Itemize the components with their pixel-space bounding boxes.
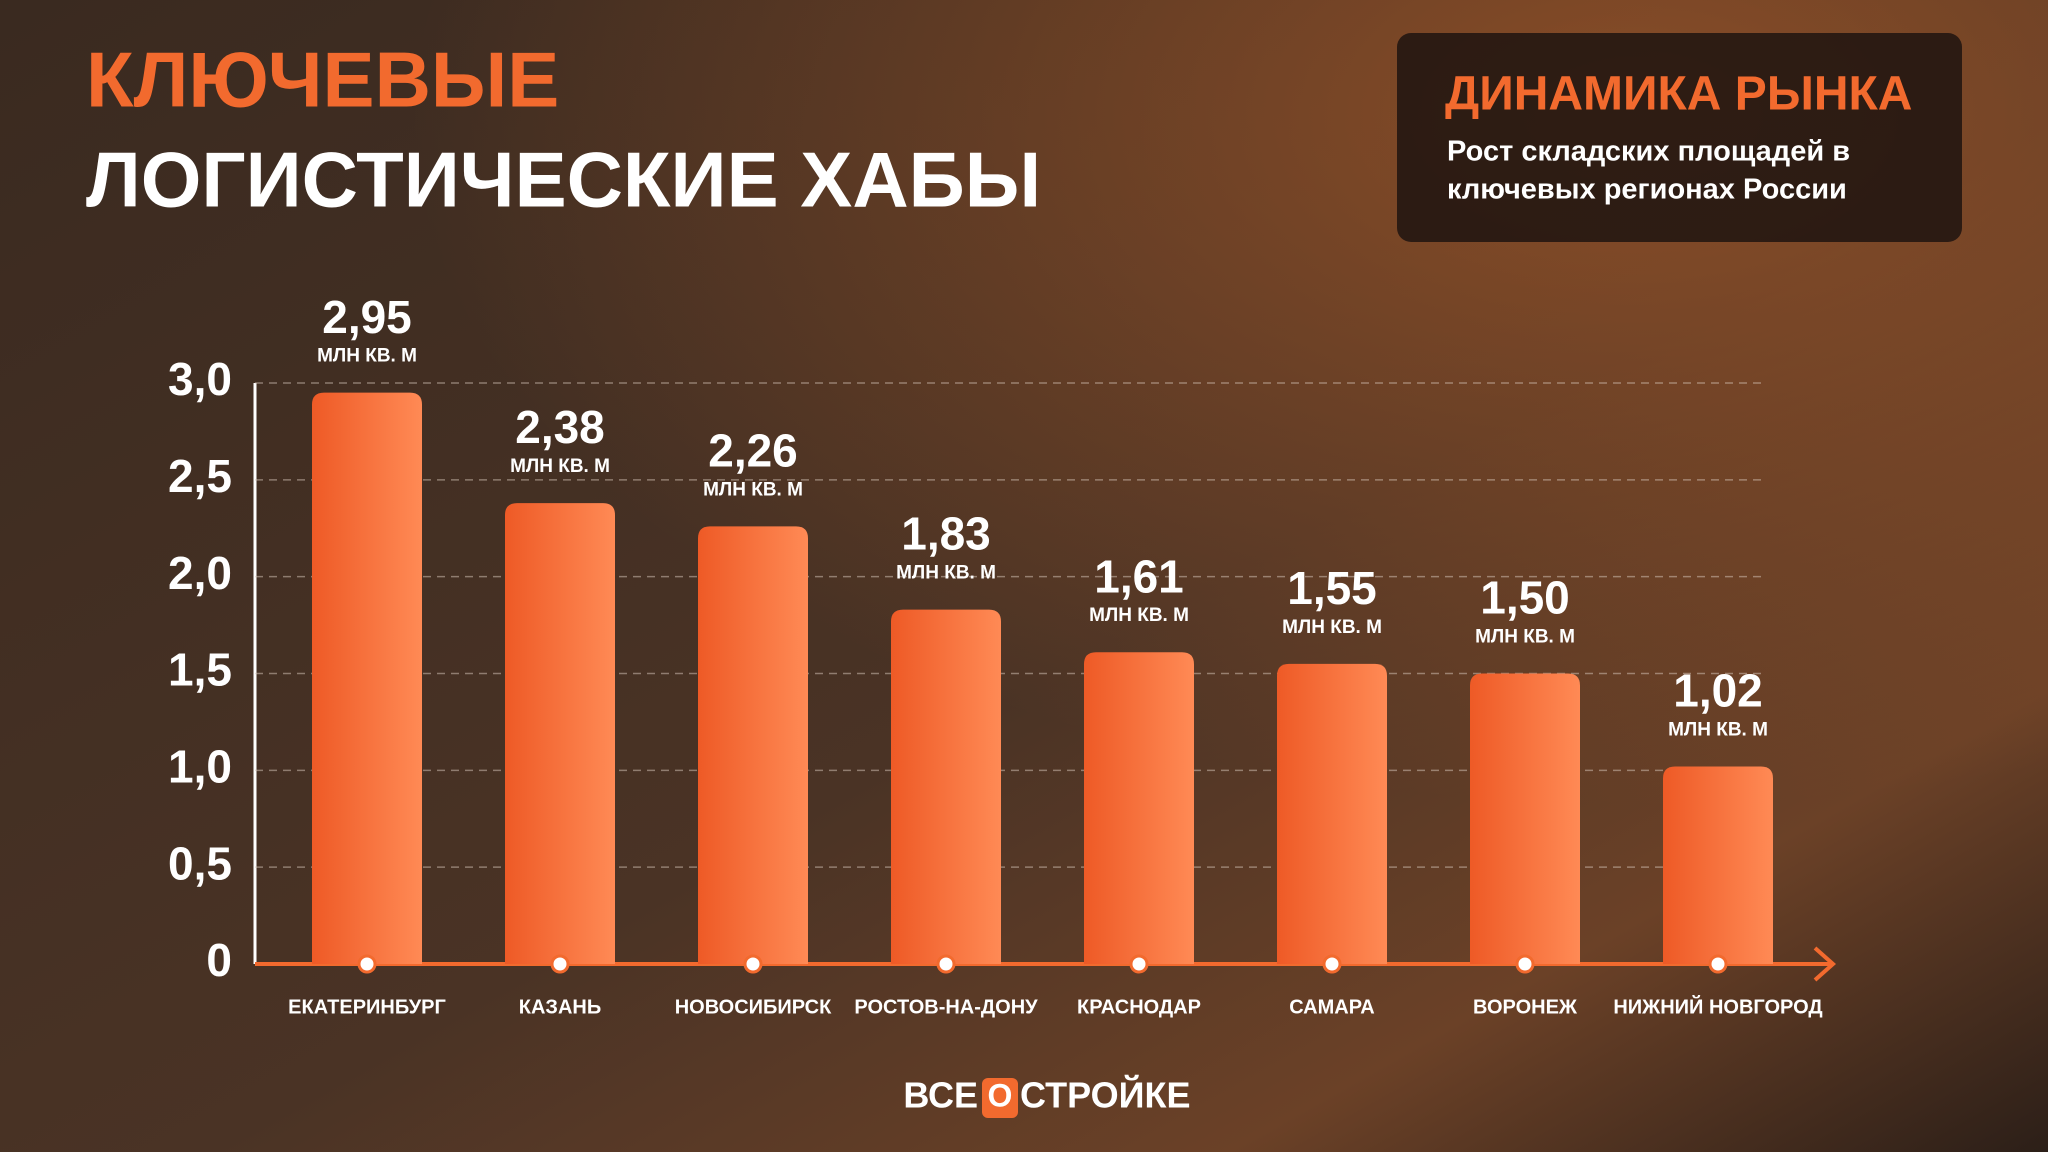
y-tick-label: 0,5	[168, 837, 232, 889]
box-text: Рост складских площадей в	[1447, 136, 1850, 168]
value-label: 1,02	[1673, 665, 1763, 717]
x-tick-label: САМАРА	[1289, 996, 1375, 1018]
x-tick-label: ВОРОНЕЖ	[1473, 996, 1578, 1018]
y-tick-label: 1,0	[168, 740, 232, 792]
box-title: ДИНАМИКА РЫНКА	[1445, 68, 1912, 121]
bar	[505, 503, 615, 964]
bar	[1277, 663, 1387, 964]
value-label: 2,26	[708, 424, 798, 476]
axis-dot	[550, 954, 570, 974]
y-tick-label: 3,0	[168, 353, 232, 405]
title-line: ЛОГИСТИЧЕСКИЕ ХАБЫ	[86, 136, 1041, 224]
value-unit: МЛН КВ. М	[896, 563, 996, 584]
x-tick-label: КРАСНОДАР	[1077, 996, 1201, 1018]
logo-badge	[982, 1078, 1018, 1118]
value-unit: МЛН КВ. М	[703, 479, 803, 500]
axis-dot	[743, 954, 763, 974]
value-unit: МЛН КВ. М	[317, 346, 417, 367]
y-tick-label: 0	[206, 934, 232, 986]
x-tick-label: КАЗАНЬ	[519, 996, 601, 1018]
title-line: КЛЮЧЕВЫЕ	[86, 36, 559, 124]
value-label: 1,55	[1287, 562, 1377, 614]
logo-text: ВСЕ	[903, 1075, 978, 1116]
axis-dot	[1322, 954, 1342, 974]
axis-dot	[936, 954, 956, 974]
bar	[312, 392, 422, 964]
x-tick-label: НОВОСИБИРСК	[675, 996, 832, 1018]
x-tick-label: РОСТОВ-НА-ДОНУ	[854, 996, 1038, 1018]
y-tick-label: 2,0	[168, 547, 232, 599]
axis-dot	[1708, 954, 1728, 974]
bar	[891, 609, 1001, 964]
value-unit: МЛН КВ. М	[1089, 605, 1189, 626]
logo-text: СТРОЙКЕ	[1020, 1074, 1191, 1116]
x-tick-label: НИЖНИЙ НОВГОРОД	[1613, 994, 1822, 1018]
value-label: 1,61	[1094, 550, 1184, 602]
axis-dot	[1515, 954, 1535, 974]
value-label: 2,95	[322, 291, 412, 343]
axis-dot	[357, 954, 377, 974]
value-unit: МЛН КВ. М	[1475, 627, 1575, 648]
box-text: ключевых регионах России	[1447, 174, 1847, 206]
logo-text: О	[988, 1077, 1013, 1113]
value-unit: МЛН КВ. М	[1282, 617, 1382, 638]
axis-dot	[1129, 954, 1149, 974]
value-label: 2,38	[515, 401, 605, 453]
bar	[1470, 673, 1580, 964]
bar	[1084, 652, 1194, 964]
logo: ВСЕ О СТРОЙКЕ	[903, 1074, 1191, 1118]
bar	[1663, 766, 1773, 964]
y-tick-label: 1,5	[168, 644, 232, 696]
x-tick-label: ЕКАТЕРИНБУРГ	[288, 996, 446, 1018]
value-unit: МЛН КВ. М	[510, 456, 610, 477]
value-unit: МЛН КВ. М	[1668, 719, 1768, 740]
value-label: 1,50	[1480, 572, 1570, 624]
y-tick-label: 2,5	[168, 450, 232, 502]
info-box	[1397, 33, 1962, 242]
value-label: 1,83	[901, 508, 991, 560]
x-axis-arrow	[1813, 946, 1837, 982]
bar	[698, 526, 808, 964]
